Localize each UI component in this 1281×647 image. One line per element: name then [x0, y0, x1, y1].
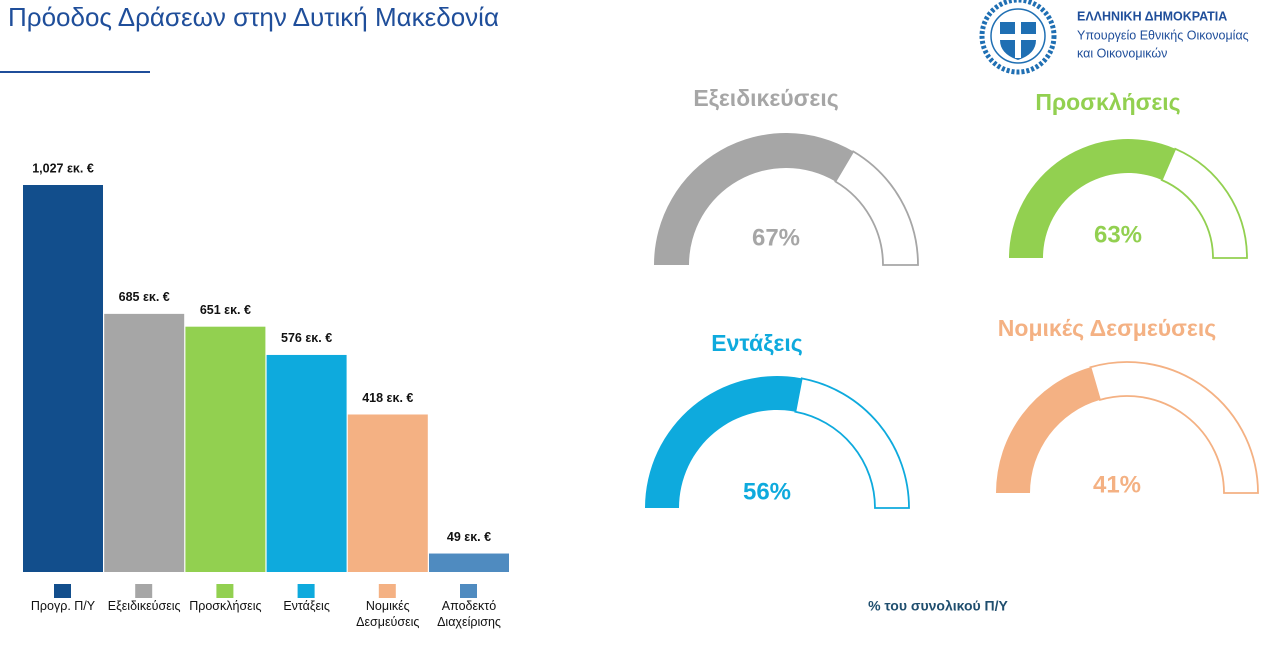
bar — [347, 414, 428, 572]
legend-label: Νομικές Δεσμεύσεις — [356, 599, 420, 629]
value-label: 651 εκ. € — [200, 303, 251, 317]
legend-swatch — [135, 584, 153, 598]
bar — [429, 553, 509, 572]
legend-label: Αποδεκτό Διαχείρισης — [437, 599, 501, 629]
bar — [266, 354, 347, 572]
value-label: 685 εκ. € — [119, 290, 170, 304]
gauge-remainder — [1160, 147, 1248, 259]
bar — [104, 313, 185, 572]
gauge-caption: % του συνολικού Π/Υ — [868, 598, 1008, 614]
gauge-value: 67% — [752, 224, 800, 251]
gauge-arc — [996, 367, 1100, 493]
legend-swatch — [297, 584, 315, 598]
gauge-value: 56% — [743, 478, 791, 505]
emblem — [979, 0, 1057, 75]
gauge-arc — [645, 376, 802, 508]
gauge-title: Εντάξεις — [711, 330, 802, 356]
gauge-title: Προσκλήσεις — [1035, 89, 1180, 115]
gauge-value: 63% — [1094, 221, 1142, 248]
legend-label: Προγρ. Π/Υ — [30, 599, 96, 613]
gauge-title: Εξειδικεύσεις — [693, 85, 838, 111]
gauge-value: 41% — [1093, 471, 1141, 498]
legend-swatch — [216, 584, 234, 598]
value-label: 418 εκ. € — [362, 391, 413, 405]
legend-label: Εξειδικεύσεις — [107, 599, 181, 613]
org-line: και Οικονομικών — [1077, 46, 1167, 60]
legend-label: Προσκλήσεις — [189, 599, 262, 613]
gauge-remainder — [794, 377, 910, 509]
value-label: 576 εκ. € — [281, 331, 332, 345]
gauge-remainder — [834, 150, 919, 266]
org-line: ΕΛΛΗΝΙΚΗ ΔΗΜΟΚΡΑΤΙΑ — [1077, 9, 1227, 23]
legend-swatch — [378, 584, 396, 598]
legend-label: Εντάξεις — [283, 599, 330, 613]
value-label: 49 εκ. € — [447, 530, 491, 544]
legend-swatch — [54, 584, 71, 598]
org-line: Υπουργείο Εθνικής Οικονομίας — [1077, 28, 1249, 42]
value-label: 1,027 εκ. € — [32, 161, 94, 175]
gauge-arc — [654, 133, 854, 265]
bar — [185, 326, 266, 572]
gauge-remainder — [1089, 361, 1259, 494]
slide-title: Πρόοδος Δράσεων στην Δυτική Μακεδονία — [8, 2, 499, 32]
bar — [23, 185, 103, 572]
gauge-arc — [1009, 139, 1176, 258]
gauge-title: Νομικές Δεσμεύσεις — [998, 315, 1216, 341]
legend-swatch — [460, 584, 477, 598]
